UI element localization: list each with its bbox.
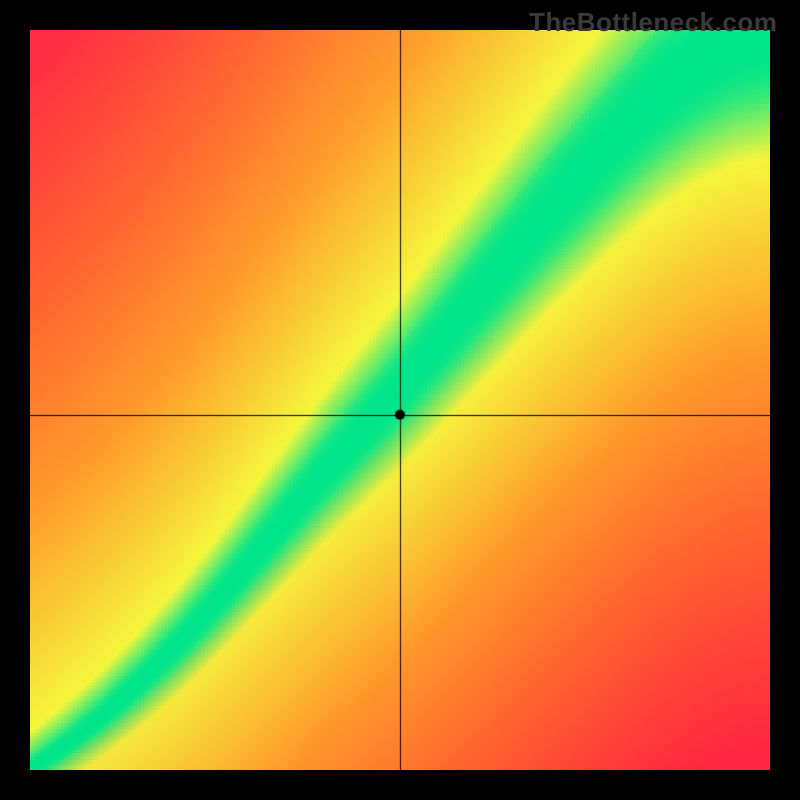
watermark-label: TheBottleneck.com — [529, 7, 777, 38]
plot-area — [30, 30, 770, 770]
overlay-canvas — [30, 30, 770, 770]
